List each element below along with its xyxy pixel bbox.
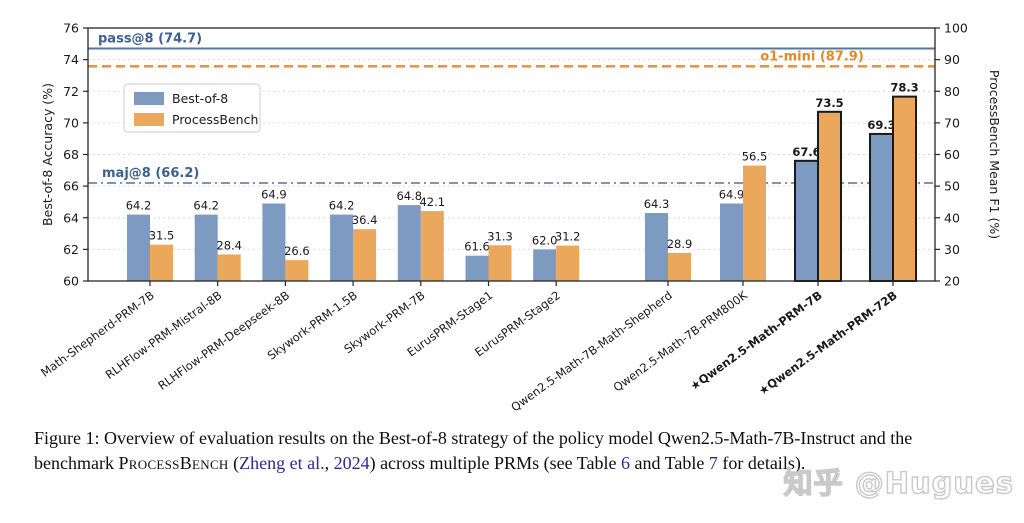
bar-processbench: [817, 110, 842, 283]
bar-value-label: 69.3: [867, 118, 895, 132]
y-left-tick-label: 64: [63, 210, 79, 225]
x-tick-label: Math-Shepherd-PRM-7B: [38, 288, 157, 380]
bar-chart-canvas: 64.2 64.2 64.9 64.2 64.8 61.6 62.0 64.3 64.9 67.6…: [38, 21, 1002, 415]
bar-processbench: [488, 245, 512, 281]
bar-best-of-8: [127, 214, 150, 281]
bar-processbench: [892, 95, 917, 282]
bar-value-label: 64.8: [396, 189, 422, 203]
bar-value-label: 28.4: [216, 238, 242, 252]
bar-value-label: 61.6: [464, 240, 490, 254]
caption-text: ProcessBench: [118, 452, 229, 473]
bar-best-of-8: [794, 159, 819, 282]
bar-processbench: [150, 244, 173, 281]
bar-value-label: 42.1: [419, 195, 445, 209]
bar-best-of-8: [869, 132, 894, 282]
bar-best-of-8: [262, 203, 286, 281]
bar-processbench: [556, 245, 580, 281]
caption-link[interactable]: 7: [708, 452, 718, 473]
y-left-tick-label: 68: [63, 147, 79, 162]
bar-value-label: 36.4: [352, 213, 378, 227]
y-right-tick-label: 60: [944, 147, 960, 162]
x-tick-label: RLHFlow-PRM-Deepseek-8B: [155, 288, 292, 393]
bar-value-label: 28.9: [667, 237, 693, 251]
legend-label: Best-of-8: [172, 91, 228, 106]
caption-text: ) across multiple PRMs (see Table: [369, 452, 621, 473]
y-right-tick-label: 50: [944, 179, 960, 194]
y-left-tick-label: 76: [63, 21, 79, 36]
x-tick-label: ★Qwen2.5-Math-PRM-72B: [756, 288, 900, 398]
caption-text: (: [228, 452, 240, 473]
bar-value-label: 64.2: [193, 199, 219, 213]
bar-processbench: [285, 260, 309, 281]
bar-value-label: 31.5: [149, 229, 175, 243]
bar-value-label: 31.2: [555, 230, 581, 244]
bar-value-label: 26.6: [284, 244, 310, 258]
ref-line-label: o1-mini (87.9): [760, 49, 864, 64]
ref-line-label: maj@8 (66.2): [102, 166, 199, 181]
y-right-tick-label: 90: [944, 52, 960, 67]
bar-processbench: [353, 229, 377, 281]
caption-link[interactable]: 6: [620, 452, 630, 473]
caption-text: ,: [324, 452, 334, 473]
bar-best-of-8: [330, 214, 354, 281]
figure-1-chart: 64.2 64.2 64.9 64.2 64.8 61.6 62.0 64.3 64.9 67.6…: [38, 21, 1002, 415]
bar-value-label: 67.6: [792, 145, 820, 159]
bar-processbench: [217, 254, 241, 281]
bar-value-label: 64.9: [261, 188, 287, 202]
y-right-tick-label: 40: [944, 210, 960, 225]
bar-best-of-8: [465, 255, 489, 281]
bar-processbench: [420, 211, 444, 281]
caption-link[interactable]: 2024: [333, 452, 370, 473]
legend-label: ProcessBench: [172, 112, 258, 127]
y-left-tick-label: 60: [63, 274, 79, 289]
bar-best-of-8: [533, 249, 557, 281]
x-tick-label: ★Qwen2.5-Math-PRM-7B: [687, 288, 824, 393]
caption-link[interactable]: Zheng et al.: [239, 452, 325, 473]
bar-best-of-8: [720, 203, 743, 281]
bar-best-of-8: [194, 214, 218, 281]
y-left-tick-label: 72: [63, 84, 79, 99]
y-left-tick-label: 62: [63, 242, 79, 257]
ref-line-label: pass@8 (74.7): [98, 32, 202, 47]
y-left-tick-label: 66: [63, 179, 79, 194]
bar-processbench: [668, 252, 691, 281]
y-right-tick-label: 70: [944, 115, 960, 130]
caption-text: Figure 1: Overview of evaluation results…: [34, 428, 913, 473]
bar-value-label: 64.3: [644, 197, 670, 211]
y-left-axis-title: Best-of-8 Accuracy (%): [40, 83, 55, 226]
x-tick-label: Qwen2.5-Math-7B-PRM800K: [611, 288, 751, 395]
bar-best-of-8: [397, 205, 421, 281]
bar-value-label: 64.9: [719, 188, 745, 202]
x-tick-label: RLHFlow-PRM-Mistral-8B: [103, 288, 225, 382]
y-right-tick-label: 30: [944, 242, 960, 257]
caption-text: for details).: [717, 452, 806, 473]
legend-swatch: [134, 113, 164, 126]
y-left-tick-label: 74: [63, 52, 79, 67]
caption-text: and Table: [629, 452, 709, 473]
y-right-axis-title: ProcessBench Mean F1 (%): [987, 70, 1002, 239]
bar-value-label: 64.2: [329, 199, 355, 213]
bar-value-label: 56.5: [742, 150, 768, 164]
bar-value-label: 78.3: [890, 81, 918, 95]
bar-value-label: 64.2: [126, 199, 152, 213]
legend-swatch: [134, 92, 164, 105]
bar-value-label: 73.5: [815, 96, 843, 110]
bar-value-label: 31.3: [487, 229, 513, 243]
bar-best-of-8: [645, 213, 668, 281]
y-right-tick-label: 20: [944, 274, 960, 289]
y-right-tick-label: 100: [944, 21, 968, 36]
y-left-tick-label: 70: [63, 115, 79, 130]
bar-processbench: [743, 165, 766, 281]
y-right-tick-label: 80: [944, 84, 960, 99]
bar-value-label: 62.0: [532, 233, 558, 247]
figure-caption: Figure 1: Overview of evaluation results…: [34, 426, 992, 475]
